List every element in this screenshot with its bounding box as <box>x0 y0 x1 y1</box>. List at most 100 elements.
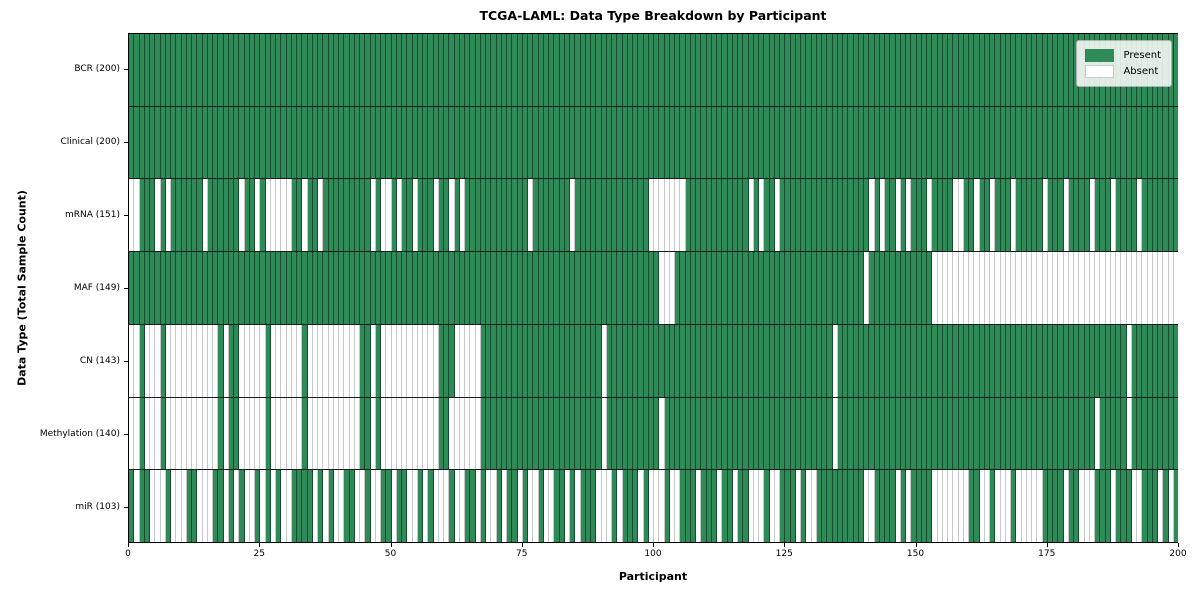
heatmap-cell <box>774 106 780 179</box>
heatmap-cell <box>911 324 917 397</box>
heatmap-cell <box>396 470 402 543</box>
heatmap-cell <box>1105 179 1111 252</box>
heatmap-cell <box>564 179 570 252</box>
y-axis-title: Data Type (Total Sample Count) <box>15 190 29 386</box>
heatmap-cell <box>323 324 329 397</box>
heatmap-cell <box>1121 179 1127 252</box>
heatmap-cell <box>1110 179 1116 252</box>
heatmap-cell <box>932 34 938 106</box>
heatmap-cell <box>171 324 177 397</box>
heatmap-cell <box>228 324 234 397</box>
heatmap-cell <box>312 252 318 324</box>
heatmap-cell <box>659 470 665 543</box>
heatmap-cell <box>911 470 917 543</box>
heatmap-cell <box>129 397 135 470</box>
heatmap-cell <box>1016 106 1022 179</box>
heatmap-cell <box>1116 324 1122 397</box>
heatmap-cell <box>685 106 691 179</box>
heatmap-cell <box>223 397 229 470</box>
heatmap-cell <box>764 397 770 470</box>
heatmap-cell <box>879 106 885 179</box>
heatmap-cell <box>470 34 476 106</box>
heatmap-cell <box>606 470 612 543</box>
heatmap-cell <box>381 470 387 543</box>
heatmap-cell <box>927 324 933 397</box>
heatmap-cell <box>533 179 539 252</box>
heatmap-cell <box>869 324 875 397</box>
heatmap-row-CN <box>129 324 1178 398</box>
heatmap-cell <box>895 106 901 179</box>
heatmap-cell <box>333 106 339 179</box>
heatmap-cell <box>759 34 765 106</box>
heatmap-cell <box>659 34 665 106</box>
heatmap-cell <box>1037 179 1043 252</box>
heatmap-cell <box>197 106 203 179</box>
heatmap-cell <box>979 252 985 324</box>
heatmap-cell <box>465 397 471 470</box>
heatmap-cell <box>701 470 707 543</box>
heatmap-cell <box>895 397 901 470</box>
heatmap-cell <box>701 106 707 179</box>
heatmap-cell <box>150 470 156 543</box>
heatmap-cell <box>470 397 476 470</box>
heatmap-cell <box>417 34 423 106</box>
heatmap-cell <box>706 397 712 470</box>
heatmap-cell <box>375 470 381 543</box>
heatmap-cell <box>391 324 397 397</box>
heatmap-cell <box>664 34 670 106</box>
heatmap-cell <box>638 324 644 397</box>
heatmap-cell <box>764 34 770 106</box>
heatmap-cell <box>396 106 402 179</box>
heatmap-cell <box>675 106 681 179</box>
heatmap-cell <box>795 397 801 470</box>
heatmap-cell <box>853 106 859 179</box>
heatmap-cell <box>932 252 938 324</box>
heatmap-cell <box>596 470 602 543</box>
heatmap-cell <box>853 252 859 324</box>
heatmap-cell <box>297 324 303 397</box>
heatmap-cell <box>564 106 570 179</box>
heatmap-cell <box>433 106 439 179</box>
heatmap-cell <box>375 179 381 252</box>
heatmap-cell <box>428 324 434 397</box>
heatmap-cell <box>522 252 528 324</box>
heatmap-cell <box>349 470 355 543</box>
heatmap-cell <box>339 106 345 179</box>
heatmap-cell <box>627 106 633 179</box>
heatmap-cell <box>507 252 513 324</box>
heatmap-cell <box>806 34 812 106</box>
heatmap-cell <box>606 397 612 470</box>
heatmap-cell <box>732 324 738 397</box>
heatmap-cell <box>617 470 623 543</box>
heatmap-cell <box>780 397 786 470</box>
heatmap-cell <box>134 324 140 397</box>
heatmap-cell <box>979 324 985 397</box>
heatmap-cell <box>444 106 450 179</box>
heatmap-cell <box>491 397 497 470</box>
heatmap-cell <box>575 252 581 324</box>
heatmap-cell <box>1084 106 1090 179</box>
row-label-Methylation: Methylation (140) <box>39 428 120 439</box>
heatmap-cell <box>554 106 560 179</box>
heatmap-cell <box>869 106 875 179</box>
heatmap-cell <box>790 470 796 543</box>
heatmap-cell <box>1089 397 1095 470</box>
heatmap-cell <box>302 252 308 324</box>
heatmap-cell <box>1042 179 1048 252</box>
heatmap-cell <box>654 397 660 470</box>
heatmap-cell <box>260 106 266 179</box>
heatmap-cell <box>963 252 969 324</box>
heatmap-cell <box>927 34 933 106</box>
heatmap-cell <box>879 252 885 324</box>
heatmap-cell <box>706 252 712 324</box>
heatmap-cell <box>559 470 565 543</box>
heatmap-cell <box>1063 179 1069 252</box>
heatmap-cell <box>921 470 927 543</box>
heatmap-cell <box>1121 324 1127 397</box>
heatmap-cell <box>281 106 287 179</box>
heatmap-cell <box>732 106 738 179</box>
heatmap-cell <box>417 106 423 179</box>
heatmap-cell <box>428 106 434 179</box>
heatmap-cell <box>984 34 990 106</box>
